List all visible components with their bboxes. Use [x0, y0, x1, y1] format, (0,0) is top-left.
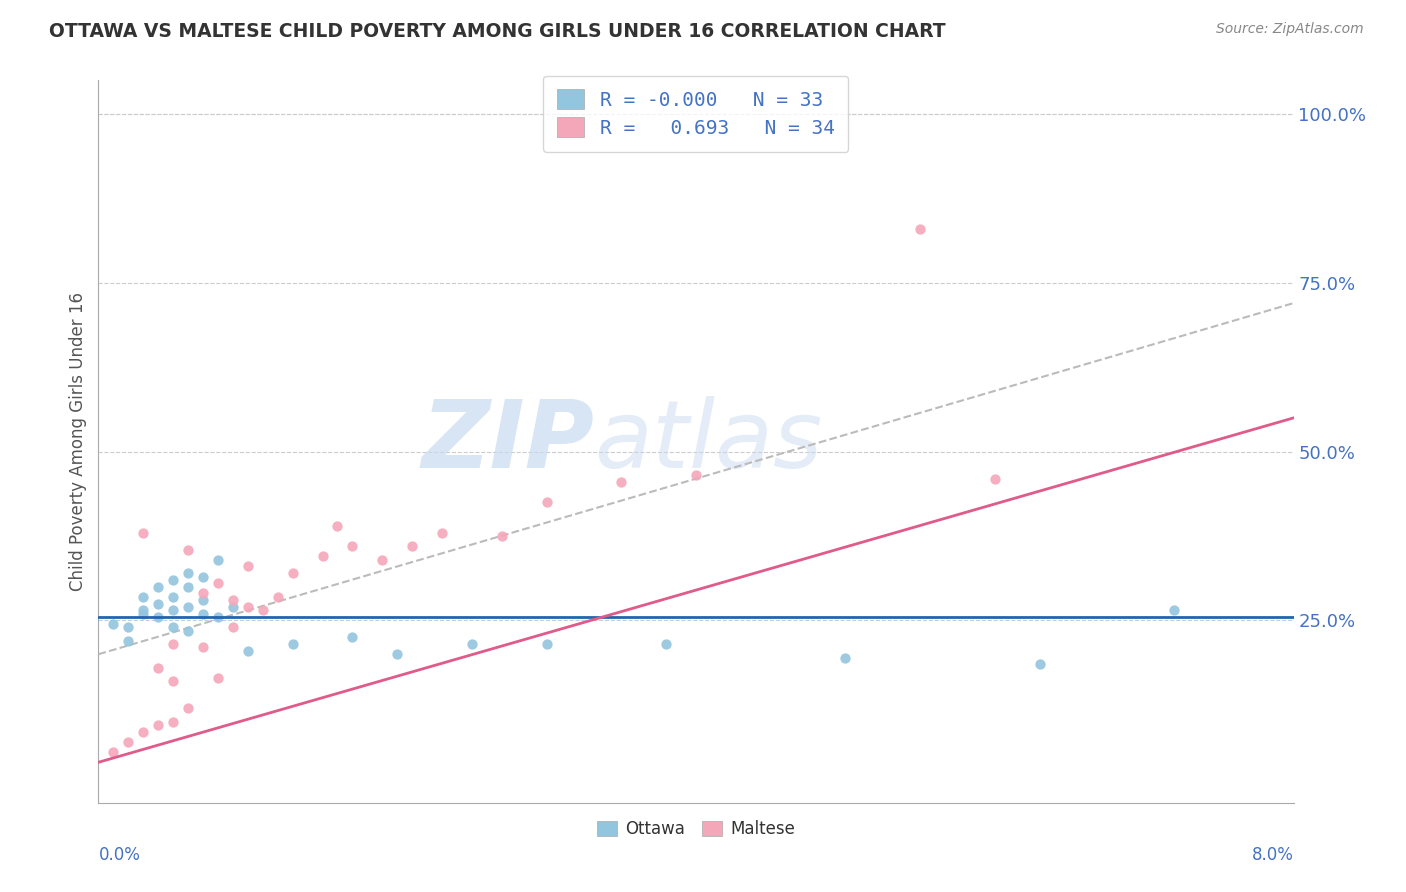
Point	[385, 647, 409, 661]
Point	[191, 607, 214, 621]
Point	[326, 519, 349, 533]
Point	[207, 552, 229, 566]
Point	[117, 620, 139, 634]
Text: ZIP: ZIP	[422, 395, 595, 488]
Point	[685, 468, 707, 483]
Point	[536, 495, 558, 509]
Point	[401, 539, 423, 553]
Point	[536, 637, 558, 651]
Point	[281, 566, 304, 581]
Y-axis label: Child Poverty Among Girls Under 16: Child Poverty Among Girls Under 16	[69, 292, 87, 591]
Text: Source: ZipAtlas.com: Source: ZipAtlas.com	[1216, 22, 1364, 37]
Point	[834, 650, 856, 665]
Point	[207, 610, 229, 624]
Point	[207, 576, 229, 591]
Point	[191, 593, 214, 607]
Point	[162, 590, 184, 604]
Point	[191, 569, 214, 583]
Point	[430, 525, 453, 540]
Text: atlas: atlas	[595, 396, 823, 487]
Text: 0.0%: 0.0%	[98, 847, 141, 864]
Point	[117, 735, 139, 749]
Text: 8.0%: 8.0%	[1251, 847, 1294, 864]
Point	[984, 472, 1007, 486]
Point	[1163, 603, 1185, 617]
Point	[207, 671, 229, 685]
Point	[162, 573, 184, 587]
Point	[1028, 657, 1050, 672]
Point	[148, 661, 170, 675]
Point	[177, 701, 200, 715]
Point	[148, 718, 170, 732]
Point	[162, 620, 184, 634]
Point	[610, 475, 633, 489]
Point	[132, 725, 155, 739]
Point	[267, 590, 290, 604]
Point	[162, 637, 184, 651]
Point	[252, 603, 274, 617]
Legend: Ottawa, Maltese: Ottawa, Maltese	[591, 814, 801, 845]
Point	[177, 580, 200, 594]
Point	[177, 624, 200, 638]
Point	[191, 586, 214, 600]
Point	[148, 597, 170, 611]
Point	[132, 590, 155, 604]
Point	[222, 599, 245, 614]
Point	[132, 607, 155, 621]
Point	[342, 539, 364, 553]
Point	[103, 616, 125, 631]
Point	[281, 637, 304, 651]
Point	[222, 620, 245, 634]
Point	[908, 222, 931, 236]
Point	[236, 599, 259, 614]
Point	[342, 631, 364, 645]
Point	[177, 566, 200, 581]
Point	[132, 525, 155, 540]
Point	[222, 593, 245, 607]
Point	[148, 610, 170, 624]
Point	[371, 552, 394, 566]
Point	[311, 549, 333, 564]
Text: OTTAWA VS MALTESE CHILD POVERTY AMONG GIRLS UNDER 16 CORRELATION CHART: OTTAWA VS MALTESE CHILD POVERTY AMONG GI…	[49, 22, 946, 41]
Point	[177, 542, 200, 557]
Point	[132, 603, 155, 617]
Point	[148, 580, 170, 594]
Point	[117, 633, 139, 648]
Point	[162, 714, 184, 729]
Point	[491, 529, 513, 543]
Point	[191, 640, 214, 655]
Point	[236, 559, 259, 574]
Point	[162, 674, 184, 689]
Point	[461, 637, 484, 651]
Point	[103, 745, 125, 759]
Point	[236, 644, 259, 658]
Point	[655, 637, 678, 651]
Point	[177, 599, 200, 614]
Point	[162, 603, 184, 617]
